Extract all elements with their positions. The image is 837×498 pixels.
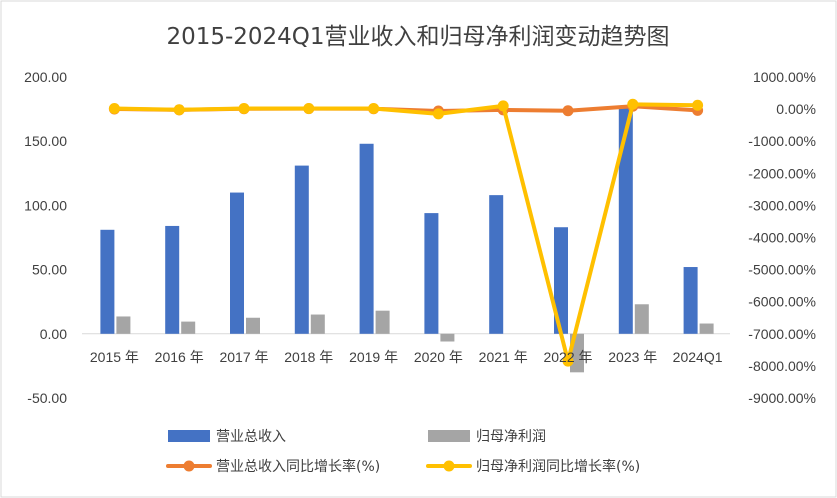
legend-label: 营业总收入同比增长率(%) <box>216 458 380 475</box>
point-profit-growth <box>627 98 639 110</box>
right-tick-label: -5000.00% <box>748 262 816 278</box>
category-label: 2020 年 <box>414 349 463 365</box>
bar-revenue <box>554 227 568 334</box>
bar-net-profit <box>181 321 196 334</box>
left-tick-label: 100.00 <box>24 197 67 213</box>
legend-item: 营业总收入 <box>168 429 286 445</box>
bar-revenue <box>230 192 244 334</box>
bar-revenue <box>618 106 633 334</box>
right-tick-label: 0.00% <box>776 101 816 117</box>
category-label: 2019 年 <box>349 349 398 365</box>
right-tick-label: -6000.00% <box>748 294 816 310</box>
right-tick-label: -4000.00% <box>748 230 816 246</box>
legend-item: 归母净利润 <box>428 428 546 445</box>
point-profit-growth <box>303 102 315 114</box>
bar-revenue <box>165 225 180 334</box>
left-tick-label: 150.00 <box>24 133 67 149</box>
right-tick-label: -2000.00% <box>748 165 816 181</box>
category-label: 2016 年 <box>155 349 204 365</box>
category-axis-labels: 2015 年 2016 年 2017 年 2018 年 2019 年 2020 年 2021… <box>90 349 723 365</box>
bar-revenue <box>294 165 309 334</box>
bars-group <box>100 106 714 373</box>
point-profit-growth <box>497 100 509 112</box>
point-profit-growth <box>692 99 704 111</box>
lines-group <box>108 98 704 367</box>
bar-net-profit <box>634 304 649 334</box>
category-label: 2022 年 <box>543 349 592 365</box>
category-label: 2023 年 <box>608 349 657 365</box>
point-profit-growth <box>238 102 250 114</box>
point-profit-growth <box>108 102 120 114</box>
bar-net-profit <box>699 323 714 334</box>
right-axis-ticks: 1000.00% 0.00% -1000.00% -2000.00% -3000.00%… <box>748 69 816 406</box>
legend-item: 营业总收入同比增长率(%) <box>166 458 380 475</box>
point-profit-growth <box>562 355 574 367</box>
legend-swatch <box>428 430 470 442</box>
category-label: 2018 年 <box>284 349 333 365</box>
left-tick-label: -50.00 <box>27 390 67 406</box>
legend-item: 归母净利润同比增长率(%) <box>426 458 640 475</box>
right-tick-label: -3000.00% <box>748 197 816 213</box>
point-profit-growth <box>368 102 380 114</box>
bar-revenue <box>424 213 439 334</box>
left-axis-ticks: 200.00 150.00 100.00 50.00 0.00 -50.00 <box>24 69 67 406</box>
point-profit-growth <box>432 108 444 120</box>
bar-net-profit <box>310 314 325 334</box>
legend-label: 归母净利润同比增长率(%) <box>476 458 640 475</box>
bar-net-profit <box>246 317 260 334</box>
bar-revenue <box>100 229 115 334</box>
legend-swatch-marker <box>443 460 455 472</box>
right-tick-label: -7000.00% <box>748 326 816 342</box>
legend-swatch <box>168 430 210 442</box>
right-tick-label: 1000.00% <box>753 69 816 85</box>
bar-net-profit <box>116 316 131 334</box>
legend-label: 营业总收入 <box>216 429 286 445</box>
bar-revenue <box>359 143 374 334</box>
left-tick-label: 50.00 <box>32 262 67 278</box>
category-label: 2024Q1 <box>673 349 723 365</box>
line-profit-growth <box>112 102 700 364</box>
legend-swatch-marker <box>183 460 195 472</box>
left-tick-label: 0.00 <box>40 326 67 342</box>
left-tick-label: 200.00 <box>24 69 67 85</box>
bar-revenue <box>489 195 504 334</box>
bar-net-profit <box>440 333 455 342</box>
category-label: 2017 年 <box>219 349 268 365</box>
right-tick-label: -8000.00% <box>748 358 816 374</box>
category-label: 2021 年 <box>479 349 528 365</box>
chart-title: 2015-2024Q1营业收入和归母净利润变动趋势图 <box>166 24 669 50</box>
legend-label: 归母净利润 <box>476 428 546 445</box>
bar-revenue <box>683 267 698 334</box>
right-tick-label: -1000.00% <box>748 133 816 149</box>
category-label: 2015 年 <box>90 349 139 365</box>
point-profit-growth <box>173 104 185 116</box>
bar-net-profit <box>375 310 390 334</box>
point-revenue-growth <box>562 105 574 117</box>
right-tick-label: -9000.00% <box>748 390 816 406</box>
